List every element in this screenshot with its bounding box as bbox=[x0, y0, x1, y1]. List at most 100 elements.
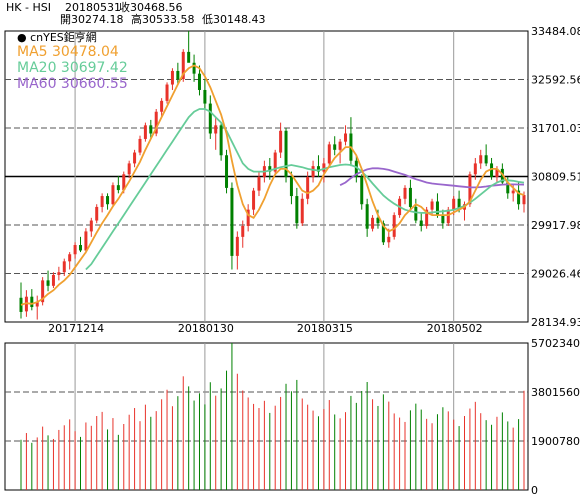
candle-body bbox=[268, 166, 272, 172]
candle-body bbox=[387, 236, 391, 243]
candle-body bbox=[338, 141, 342, 150]
candlestick bbox=[517, 182, 521, 210]
candlestick bbox=[354, 155, 358, 183]
date-tick-label: 20180315 bbox=[297, 322, 353, 335]
candlestick bbox=[138, 135, 142, 156]
candlestick bbox=[441, 209, 445, 229]
volume-tick-label: 57023404 bbox=[531, 337, 580, 350]
candle-body bbox=[408, 187, 412, 207]
candlestick bbox=[360, 174, 364, 210]
candlestick bbox=[333, 136, 337, 156]
candle-body bbox=[68, 254, 72, 262]
candle-body bbox=[122, 174, 126, 191]
candle-body bbox=[219, 125, 223, 156]
candlestick bbox=[268, 157, 272, 180]
candle-body bbox=[192, 62, 196, 74]
candle-body bbox=[365, 204, 369, 229]
candlestick bbox=[338, 138, 342, 164]
candle-body bbox=[111, 185, 115, 205]
candlestick bbox=[257, 171, 261, 197]
low-price-label: 低30148.43 bbox=[202, 13, 266, 26]
candlestick bbox=[192, 54, 196, 82]
high-price-label: 高30533.58 bbox=[131, 13, 195, 26]
candle-body bbox=[403, 187, 407, 199]
candle-body bbox=[273, 152, 277, 172]
candlestick bbox=[225, 149, 229, 194]
candle-body bbox=[197, 73, 201, 90]
candle-body bbox=[62, 261, 66, 273]
candlestick bbox=[289, 171, 293, 205]
candle-body bbox=[78, 245, 82, 251]
candle-body bbox=[252, 190, 256, 210]
candle-body bbox=[51, 274, 55, 286]
candle-body bbox=[300, 198, 304, 224]
candlestick bbox=[35, 295, 39, 320]
candle-body bbox=[360, 177, 364, 205]
cnyes-watermark: ● cnYES鉅亨網 bbox=[17, 31, 97, 44]
candle-body bbox=[106, 196, 110, 205]
candlestick bbox=[306, 171, 310, 205]
price-tick-label: 30809.51 bbox=[531, 170, 580, 183]
candlestick bbox=[322, 157, 326, 183]
bullet-icon: ● bbox=[17, 31, 27, 44]
candle-body bbox=[441, 215, 445, 224]
volume-plot-frame bbox=[4, 342, 529, 491]
candlestick bbox=[203, 79, 207, 110]
candle-body bbox=[127, 163, 131, 175]
candle-body bbox=[419, 220, 423, 226]
candlestick bbox=[46, 270, 50, 292]
symbol-label: HK - HSI bbox=[6, 1, 51, 14]
candlestick bbox=[197, 65, 201, 96]
price-tick-label: 29917.98 bbox=[531, 219, 580, 232]
candle-body bbox=[257, 177, 261, 191]
candle-body bbox=[154, 111, 158, 134]
candlestick bbox=[425, 206, 429, 229]
close-price-label: 收30468.56 bbox=[119, 1, 183, 14]
candle-body bbox=[170, 70, 174, 85]
candle-body bbox=[214, 125, 218, 134]
candle-body bbox=[435, 201, 439, 216]
candlestick bbox=[311, 160, 315, 183]
candlestick bbox=[111, 182, 115, 207]
date-tick-label: 20180130 bbox=[178, 322, 234, 335]
candlestick bbox=[435, 193, 439, 218]
price-tick-label: 28134.93 bbox=[531, 316, 580, 329]
candlestick bbox=[371, 215, 375, 232]
candle-body bbox=[506, 182, 510, 194]
candle-body bbox=[160, 100, 164, 112]
watermark-text: cnYES鉅亨網 bbox=[30, 31, 97, 44]
candlestick bbox=[208, 95, 212, 139]
candle-body bbox=[279, 130, 283, 153]
candlestick bbox=[127, 160, 131, 179]
candlestick bbox=[365, 198, 369, 237]
candle-body bbox=[311, 166, 315, 178]
candle-body bbox=[468, 174, 472, 205]
candle-body bbox=[143, 125, 147, 139]
candle-body bbox=[490, 163, 494, 178]
candlestick bbox=[230, 182, 234, 270]
candlestick bbox=[89, 217, 93, 237]
candlestick bbox=[344, 125, 348, 146]
candlestick bbox=[133, 149, 137, 168]
candle-body bbox=[41, 280, 45, 303]
candle-body bbox=[57, 272, 61, 275]
candlestick bbox=[160, 98, 164, 118]
candlestick bbox=[473, 157, 477, 180]
candlestick bbox=[41, 277, 45, 306]
candlestick bbox=[176, 62, 180, 85]
candlestick bbox=[116, 175, 120, 194]
candlestick bbox=[170, 68, 174, 90]
candlestick bbox=[241, 220, 245, 248]
candle-body bbox=[511, 190, 515, 194]
candlestick bbox=[106, 193, 110, 210]
candlestick bbox=[78, 236, 82, 253]
candlestick bbox=[30, 289, 34, 311]
candlestick bbox=[419, 212, 423, 232]
candle-body bbox=[165, 84, 169, 101]
candlestick bbox=[57, 266, 61, 281]
ma60-legend: MA60 30660.55 bbox=[17, 76, 128, 92]
ma20-legend: MA20 30697.42 bbox=[17, 60, 128, 76]
ma5-legend: MA5 30478.04 bbox=[17, 44, 119, 60]
candlestick bbox=[273, 149, 277, 175]
